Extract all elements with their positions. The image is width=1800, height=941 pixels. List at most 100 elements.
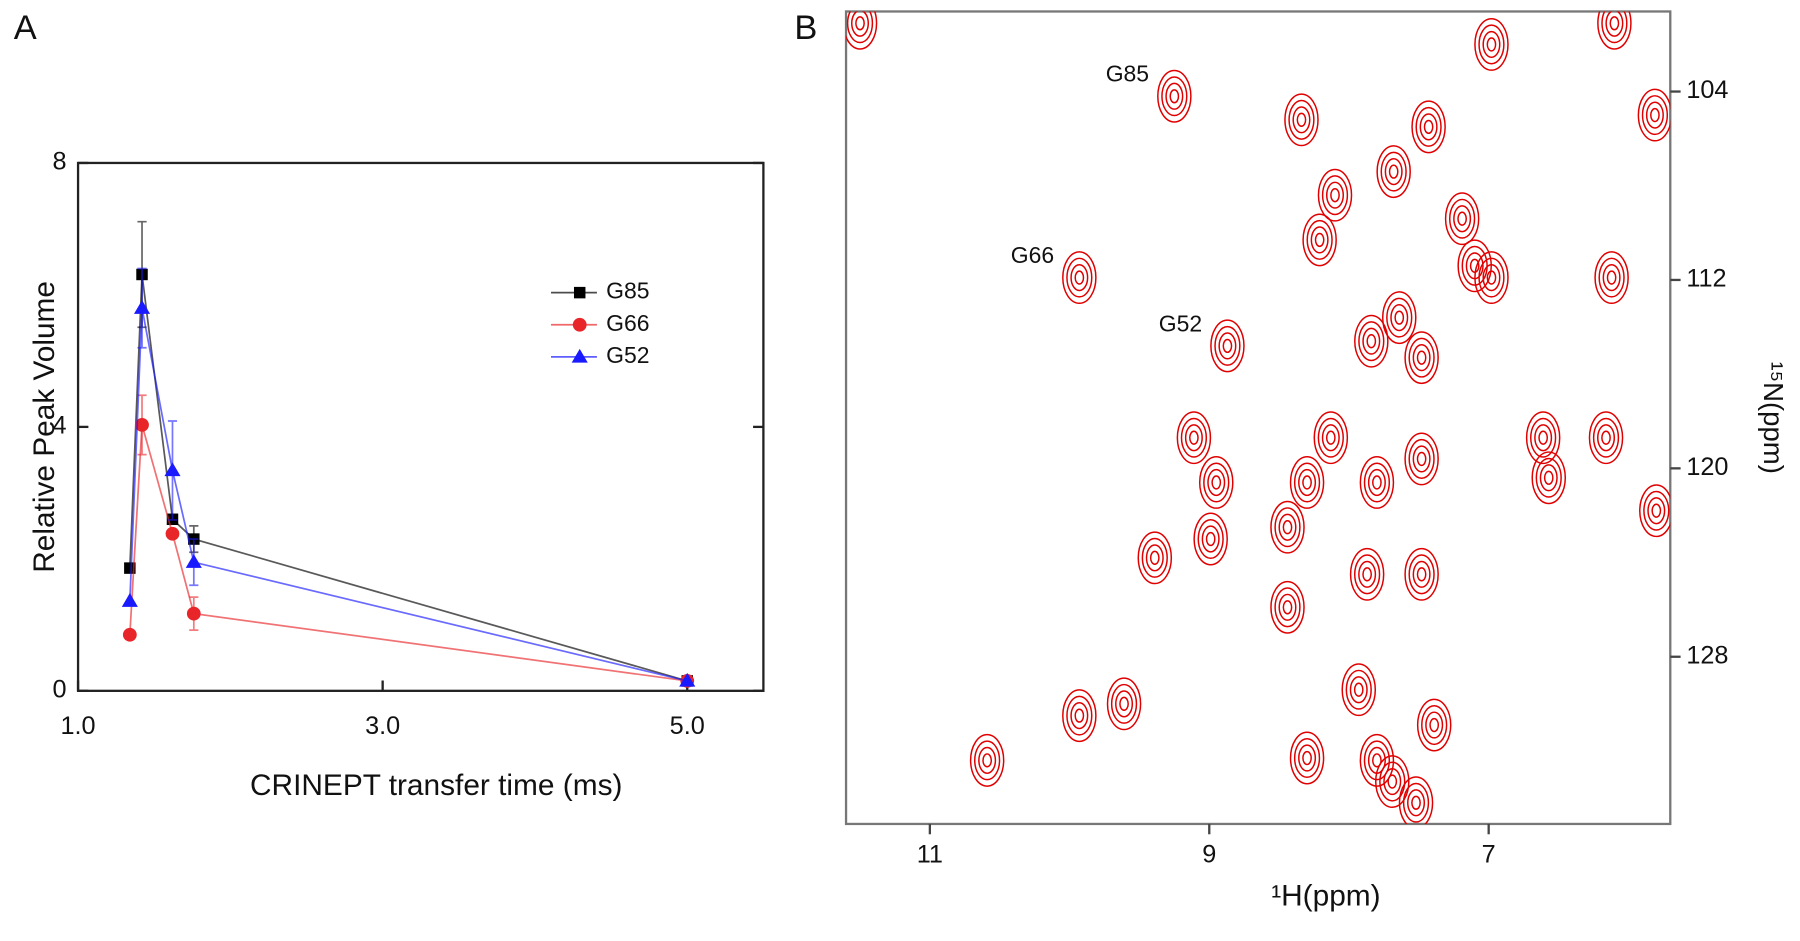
peak <box>1270 580 1305 634</box>
contour-ring <box>1278 593 1297 621</box>
peak <box>1588 411 1624 465</box>
contour-ring <box>1201 525 1220 553</box>
legend-label: G66 <box>606 310 649 336</box>
contour-ring <box>1643 490 1670 531</box>
peak-contour <box>1416 451 1427 467</box>
contour-ring <box>1293 462 1321 503</box>
peak-contour <box>1302 750 1312 766</box>
contour-ring <box>1539 464 1558 492</box>
peak-contour <box>1353 682 1364 697</box>
contour-ring <box>1381 291 1417 345</box>
contour-ring <box>1066 695 1093 736</box>
peak <box>1193 512 1228 566</box>
contour-ring <box>1345 669 1372 710</box>
peak-contour <box>1169 89 1180 104</box>
contour-ring <box>1292 106 1311 134</box>
contour-ring <box>1645 101 1664 129</box>
contour-ring <box>1161 76 1188 117</box>
y-tick-label: 104 <box>1686 76 1728 104</box>
contour-ring <box>1210 319 1245 373</box>
contour-ring <box>1115 690 1134 718</box>
contour-ring <box>1639 484 1671 538</box>
peak <box>1404 547 1439 601</box>
peak <box>1317 168 1353 222</box>
contour-ring <box>1207 468 1226 497</box>
marker <box>185 554 202 568</box>
peak <box>1525 411 1561 465</box>
panel-label: B <box>794 9 817 47</box>
contour-ring <box>1325 181 1345 209</box>
peak <box>1349 547 1385 601</box>
contour-ring <box>973 740 1001 781</box>
contour-ring <box>1359 456 1395 509</box>
contour-ring <box>1474 17 1509 71</box>
contour-ring <box>1302 213 1337 267</box>
peak <box>1597 11 1632 50</box>
contour-ring <box>1444 192 1480 246</box>
contour-ring <box>1474 251 1509 305</box>
contour-ring <box>1412 560 1431 588</box>
contour-ring <box>1363 740 1391 781</box>
contour-ring <box>1180 417 1208 458</box>
contour-ring <box>1453 205 1472 233</box>
marker <box>135 418 149 432</box>
peak <box>1289 731 1325 785</box>
peak-contour <box>1074 708 1085 723</box>
contour-ring <box>1605 11 1624 37</box>
marker <box>121 593 138 607</box>
contour-ring <box>1376 145 1411 199</box>
plot-frame <box>844 10 1672 826</box>
contour-ring <box>1198 456 1234 509</box>
contour-ring <box>1358 321 1385 362</box>
peak-contour <box>1609 16 1620 31</box>
series-line <box>128 307 688 682</box>
contour-ring <box>1601 11 1628 44</box>
peak-contour <box>1411 795 1421 810</box>
contour-ring <box>1419 113 1438 141</box>
contour-ring <box>1354 314 1389 368</box>
peak <box>1354 314 1389 368</box>
peak-contour <box>1543 470 1554 485</box>
contour-ring <box>1534 424 1553 452</box>
legend-marker <box>571 348 588 363</box>
contour-ring <box>1448 198 1476 239</box>
contour-ring <box>1404 432 1439 486</box>
x-tick-label: 11 <box>917 841 943 869</box>
contour-ring <box>1062 251 1097 305</box>
x-tick-label: 9 <box>1202 841 1216 869</box>
contour-ring <box>846 11 878 50</box>
contour-ring <box>1359 733 1395 787</box>
peak <box>1313 411 1349 465</box>
peak-contour <box>1394 310 1405 325</box>
legend-marker <box>572 317 587 332</box>
peak <box>1404 432 1439 486</box>
annotation: G66 <box>1011 242 1054 268</box>
peak <box>1376 145 1411 199</box>
contour-ring <box>1062 689 1097 743</box>
peak-contour <box>1416 567 1427 582</box>
contour-ring <box>1070 263 1089 292</box>
contour-ring <box>1411 100 1446 154</box>
contour-ring <box>1641 95 1669 136</box>
contour-ring <box>1341 663 1377 717</box>
contour-ring <box>1184 424 1203 452</box>
y-tick-label: 0 <box>53 676 67 704</box>
contour-ring <box>1478 257 1505 298</box>
contour-ring <box>1602 263 1621 292</box>
contour-ring <box>1379 761 1406 802</box>
contour-ring <box>1137 531 1173 585</box>
peak-contour <box>1314 232 1325 248</box>
peak-contour <box>1486 270 1497 285</box>
peak <box>846 11 878 50</box>
contour-ring <box>1157 69 1192 123</box>
contour-ring <box>1598 257 1625 298</box>
x-tick-label: 1.0 <box>61 712 96 740</box>
x-tick-label: 5.0 <box>670 712 705 740</box>
peak <box>1302 213 1337 267</box>
peak <box>1444 192 1480 246</box>
peak-contour <box>1211 475 1222 490</box>
contour-ring <box>1482 263 1501 292</box>
contour-ring <box>1349 676 1368 704</box>
contour-ring <box>1349 547 1385 601</box>
